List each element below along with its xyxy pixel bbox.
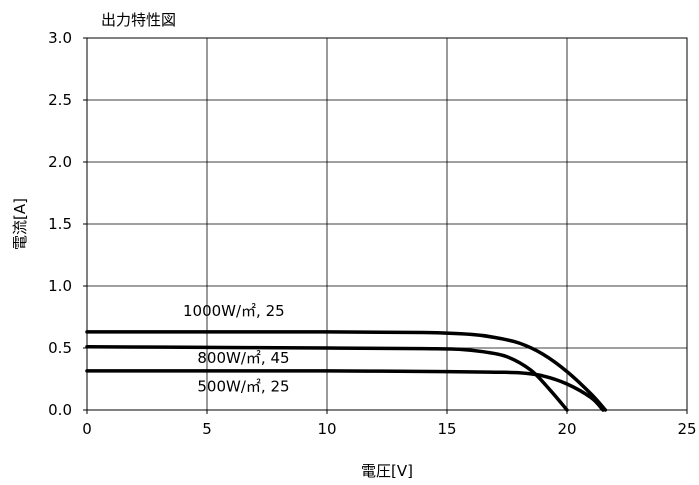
y-tick-label: 3.0: [48, 29, 72, 47]
y-tick-label: 0.5: [48, 339, 72, 357]
series-lines: [85, 330, 608, 412]
axis-ticks: 0 5 10 15 20 25 0.0 0.5 1.0 1.5 2.0 2.5 3.0: [48, 29, 696, 438]
x-tick-label: 10: [317, 420, 336, 438]
gridlines: [87, 38, 687, 410]
y-tick-label: 0.0: [48, 401, 72, 419]
y-tick-label: 1.0: [48, 277, 72, 295]
y-tick-label: 1.5: [48, 215, 72, 233]
series-label-3: 500W/㎡, 25: [197, 377, 289, 395]
x-axis-title: 電圧[V]: [361, 462, 413, 480]
x-tick-label: 0: [82, 420, 92, 438]
y-axis-title: 電流[A]: [11, 198, 29, 250]
chart-title: 出力特性図: [101, 11, 176, 29]
series-labels: 1000W/㎡, 25 800W/㎡, 45 500W/㎡, 25: [183, 302, 290, 396]
series-line-1: [85, 330, 608, 412]
x-tick-label: 20: [557, 420, 576, 438]
x-tick-label: 5: [202, 420, 212, 438]
y-tick-label: 2.0: [48, 153, 72, 171]
x-tick-label: 25: [677, 420, 696, 438]
series-label-2: 800W/㎡, 45: [197, 349, 289, 367]
y-tick-label: 2.5: [48, 91, 72, 109]
series-label-1: 1000W/㎡, 25: [183, 302, 285, 320]
x-tick-label: 15: [437, 420, 456, 438]
series-line-3: [85, 369, 605, 412]
